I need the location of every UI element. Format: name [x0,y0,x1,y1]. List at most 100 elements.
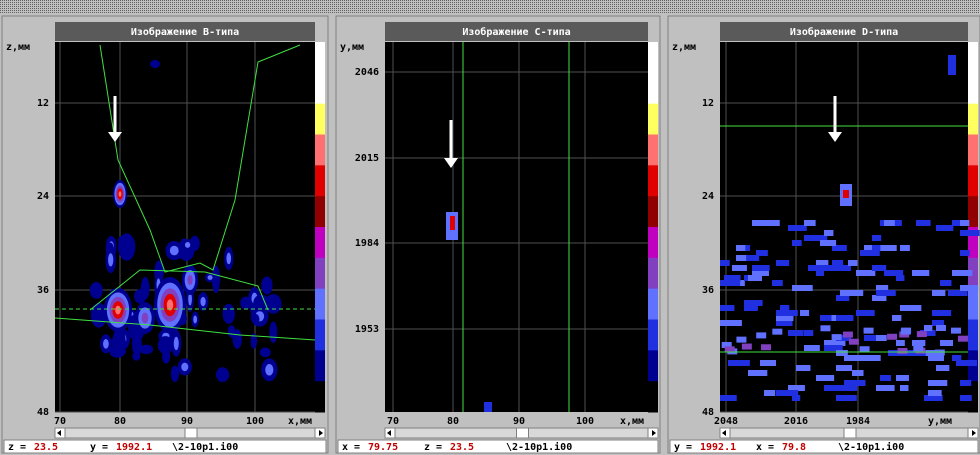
status-value: 1992.1 [700,442,736,453]
echo-blob [940,340,953,346]
x-tick-label: 70 [54,416,66,427]
echo-blob [897,348,907,354]
color-scale [315,227,325,258]
echo-blob [816,375,834,381]
echo-blob [207,275,212,280]
echo-blob [760,360,776,366]
y-tick-label: 1953 [355,324,379,335]
color-scale [648,165,658,196]
echo-blob [756,332,766,338]
echo-blob [876,385,885,391]
echo-blob [728,360,750,366]
echo-blob [960,395,972,401]
echo-blob [170,246,179,256]
echo-blob [725,346,735,352]
echo-blob [884,220,895,226]
y-tick-label: 2015 [355,153,379,164]
echo-blob [174,337,179,350]
echo-blob [187,275,192,285]
echo-blob [792,285,813,291]
color-scale [648,196,658,227]
y-axis-label: z,мм [6,42,30,53]
echo-blob [103,339,109,349]
echo-blob [876,335,887,341]
echo-blob [752,265,770,271]
echo-blob [820,325,830,331]
echo-blob [90,282,103,299]
x-axis-label: x,мм [620,416,644,427]
color-scale [315,196,325,227]
x-tick-label: 2048 [714,416,738,427]
window-title: Изображение D-типа [790,26,898,38]
echo-blob [960,230,980,236]
echo-blob [876,290,896,296]
status-label: y = [90,442,108,453]
echo-blob [832,260,843,266]
echo-blob [108,253,113,266]
echo-blob [484,402,492,412]
echo-blob [764,390,775,396]
echo-blob [450,216,455,230]
echo-blob [860,346,870,352]
echo-blob [843,190,849,198]
status-value: 23.5 [34,442,58,453]
echo-blob [820,240,836,246]
echo-blob [720,320,739,326]
echo-blob [913,345,923,351]
scroll-thumb[interactable] [185,428,197,438]
scrollbar[interactable] [55,428,325,438]
echo-blob [912,270,929,276]
echo-blob [752,220,770,226]
echo-blob [226,253,231,265]
echo-blob [736,245,745,251]
color-scale [968,135,978,166]
echo-blob [960,380,971,386]
echo-blob [150,60,160,68]
file-name: \2-10p1.i00 [838,441,904,453]
color-scale [968,104,978,135]
scroll-thumb[interactable] [844,428,856,438]
echo-blob [720,280,738,286]
echo-blob [960,220,969,226]
echo-blob [772,329,782,335]
echo-blob [784,390,798,396]
echo-blob [788,225,807,231]
status-label: y = [674,442,692,453]
echo-blob [804,330,813,336]
echo-blob [940,280,951,286]
echo-blob [820,315,831,321]
color-scale [968,42,978,73]
echo-blob [261,277,272,295]
echo-blob [936,365,949,371]
scrollbar[interactable] [720,428,978,438]
y-tick-label: 2046 [355,67,379,78]
echo-blob [852,370,864,376]
color-scale [968,73,978,104]
x-axis-label: y,мм [928,416,952,427]
echo-blob [776,260,789,266]
color-scale [315,73,325,104]
color-scale [315,350,325,381]
echo-blob [872,265,886,271]
color-scale [648,42,658,73]
echo-blob [896,340,905,346]
echo-blob [193,315,197,323]
top-strip [0,0,980,14]
status-label: z = [424,442,442,453]
color-scale [648,135,658,166]
echo-blob [932,310,951,316]
scrollbar[interactable] [385,428,658,438]
echo-blob [742,344,752,350]
plot-area [55,42,315,412]
echo-blob [233,329,242,349]
echo-blob [776,310,798,316]
echo-blob [804,345,820,351]
scroll-thumb[interactable] [517,428,529,438]
echo-blob [720,395,737,401]
color-scale [315,289,325,320]
echo-blob [162,349,170,364]
echo-blob [804,235,822,241]
y-axis-label: y,мм [340,42,364,53]
echo-blob [744,300,763,306]
echo-blob [761,344,771,350]
